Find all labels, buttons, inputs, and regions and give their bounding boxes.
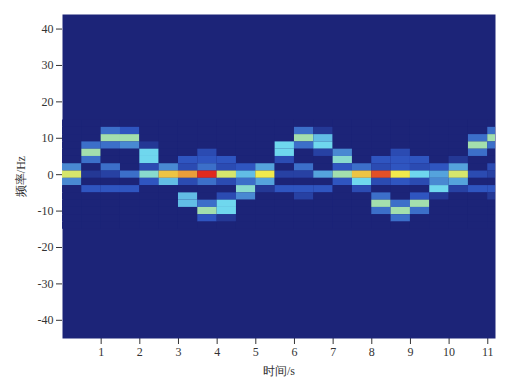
svg-text:-30: -30 [38, 277, 54, 291]
svg-text:-10: -10 [38, 204, 54, 218]
svg-text:时间/s: 时间/s [263, 364, 295, 378]
svg-text:1: 1 [98, 345, 104, 359]
svg-text:11: 11 [482, 345, 494, 359]
svg-text:9: 9 [407, 345, 413, 359]
svg-text:40: 40 [42, 22, 54, 36]
svg-text:0: 0 [48, 168, 54, 182]
svg-text:3: 3 [175, 345, 181, 359]
svg-text:20: 20 [42, 95, 54, 109]
svg-text:2: 2 [137, 345, 143, 359]
svg-text:6: 6 [291, 345, 297, 359]
svg-text:-40: -40 [38, 313, 54, 327]
svg-text:频率/Hz: 频率/Hz [14, 156, 28, 197]
svg-text:30: 30 [42, 58, 54, 72]
svg-text:5: 5 [253, 345, 259, 359]
svg-text:-20: -20 [38, 240, 54, 254]
svg-text:8: 8 [369, 345, 375, 359]
svg-text:7: 7 [330, 345, 336, 359]
svg-text:10: 10 [443, 345, 455, 359]
svg-text:4: 4 [214, 345, 220, 359]
svg-text:10: 10 [42, 131, 54, 145]
